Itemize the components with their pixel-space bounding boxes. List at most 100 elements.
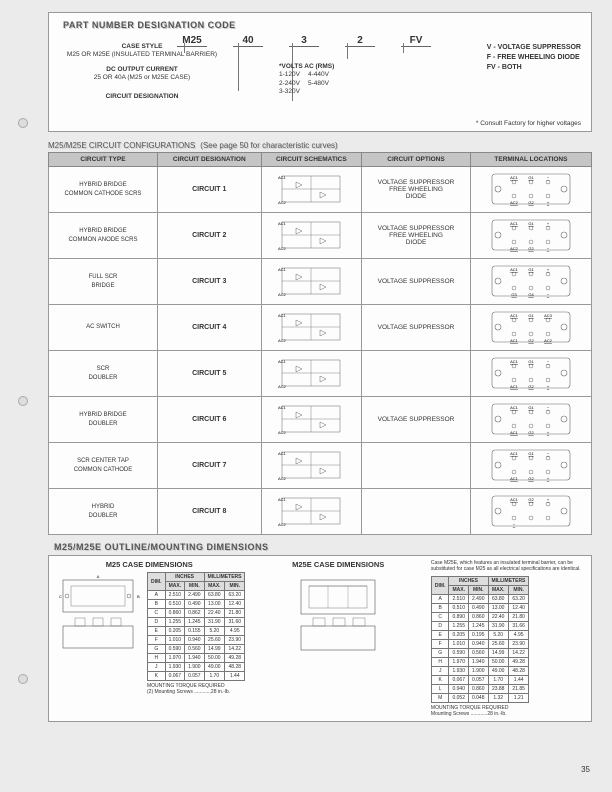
cc-type: HYBRID BRIDGEDOUBLER	[49, 397, 158, 443]
cc-schematic: AC1 AC2	[261, 259, 362, 305]
cc-type: HYBRID BRIDGECOMMON ANODE SCRS	[49, 213, 158, 259]
cc-options	[362, 351, 471, 397]
dim-cell: 1.245	[468, 622, 488, 631]
dim-cell: 50.00	[204, 654, 224, 663]
svg-text:AC1: AC1	[278, 359, 287, 364]
cc-options	[362, 489, 471, 535]
dim-cell: G	[148, 645, 166, 654]
cc-options: VOLTAGE SUPPRESSORFREE WHEELINGDIODE	[362, 167, 471, 213]
svg-text:AC2: AC2	[510, 246, 519, 251]
dim-cell: 1.255	[449, 622, 469, 631]
cc-title: M25/M25E CIRCUIT CONFIGURATIONS	[48, 141, 195, 150]
dim-cell: F	[148, 636, 166, 645]
cc-row: SCRDOUBLER CIRCUIT 5 AC1 AC2 AC1 G1 − AC…	[49, 351, 592, 397]
dim-cell: 0.590	[165, 645, 185, 654]
svg-text:AC1: AC1	[278, 497, 287, 502]
cc-row: HYBRIDDOUBLER CIRCUIT 8 AC1 AC2 AC1 G2 +…	[49, 489, 592, 535]
cc-terminal: AC1 G2 + −	[470, 489, 591, 535]
cc-schematic: AC1 AC2	[261, 489, 362, 535]
dim-cell: 1.44	[508, 676, 528, 685]
dim-cell: 0.057	[185, 672, 205, 681]
cc-options: VOLTAGE SUPPRESSOR	[362, 259, 471, 305]
m25-col: M25 CASE DIMENSIONS A	[53, 560, 245, 717]
volts-3: 3-320V	[279, 88, 300, 96]
pnc-right-labels: V - VOLTAGE SUPPRESSOR F - FREE WHEELING…	[487, 43, 581, 72]
outline-box: M25 CASE DIMENSIONS A	[48, 555, 592, 722]
svg-text:G2: G2	[528, 497, 534, 502]
dim-cell: 1.255	[165, 618, 185, 627]
cc-row: HYBRID BRIDGECOMMON CATHODE SCRS CIRCUIT…	[49, 167, 592, 213]
dim-cell: 13.00	[488, 604, 508, 613]
dim-cell: 1.32	[488, 694, 508, 703]
dim-cell: 48.28	[225, 663, 245, 672]
m25e-title: M25E CASE DIMENSIONS	[251, 560, 424, 569]
svg-text:G2: G2	[528, 338, 534, 343]
svg-text:G2: G2	[528, 476, 534, 481]
dim-cell: 49.00	[204, 663, 224, 672]
volts-5: 5-480V	[308, 80, 329, 88]
case-style-label: CASE STYLE	[57, 43, 227, 51]
dim-cell: 48.28	[508, 667, 528, 676]
svg-text:AC2: AC2	[278, 430, 287, 435]
svg-text:G4: G4	[528, 292, 534, 297]
dim-cell: 12.40	[225, 600, 245, 609]
svg-text:G1: G1	[528, 175, 534, 180]
svg-text:AC1: AC1	[278, 175, 287, 180]
pnc-note: * Consult Factory for higher voltages	[476, 120, 581, 127]
dim-cell: 49.28	[508, 658, 528, 667]
volts-4: 4-440V	[308, 71, 329, 79]
case-style-sub: M25 OR M25E (INSULATED TERMINAL BARRIER)	[57, 51, 227, 59]
svg-text:AC1: AC1	[510, 476, 519, 481]
svg-text:−: −	[547, 405, 550, 410]
cc-header: TERMINAL LOCATIONS	[470, 153, 591, 167]
page-number: 35	[581, 765, 590, 774]
dim-cell: L	[431, 685, 449, 694]
cc-options: VOLTAGE SUPPRESSOR	[362, 305, 471, 351]
pnc-mid-labels: *VOLTS AC (RMS) 1-120V 2-240V 3-320V 4-4…	[279, 63, 334, 97]
svg-text:AC1: AC1	[510, 267, 519, 272]
dim-cell: 23.88	[488, 685, 508, 694]
svg-text:AC1: AC1	[278, 221, 287, 226]
svg-text:AC2: AC2	[278, 338, 287, 343]
dim-cell: 2.510	[165, 591, 185, 600]
svg-text:AC2: AC2	[510, 200, 519, 205]
dim-cell: 0.490	[468, 604, 488, 613]
dim-cell: 1.930	[449, 667, 469, 676]
svg-text:−: −	[547, 451, 550, 456]
cc-row: AC SWITCH CIRCUIT 4 AC1 AC2 VOLTAGE SUPP…	[49, 305, 592, 351]
cc-schematic: AC1 AC2	[261, 351, 362, 397]
cc-options	[362, 443, 471, 489]
svg-text:AC2: AC2	[278, 200, 287, 205]
svg-text:−: −	[547, 175, 550, 180]
cc-type: HYBRID BRIDGECOMMON CATHODE SCRS	[49, 167, 158, 213]
dim-cell: 0.195	[468, 631, 488, 640]
cc-row: SCR CENTER TAPCOMMON CATHODE CIRCUIT 7 A…	[49, 443, 592, 489]
dim-cell: 0.510	[449, 604, 469, 613]
dim-cell: 21.85	[508, 685, 528, 694]
dim-cell: 63.20	[508, 595, 528, 604]
dim-cell: 0.940	[468, 640, 488, 649]
svg-text:AC2: AC2	[278, 476, 287, 481]
dim-cell: 13.00	[204, 600, 224, 609]
cc-header: CIRCUIT TYPE	[49, 153, 158, 167]
volts-1: 1-120V	[279, 71, 300, 79]
dim-cell: B	[431, 604, 449, 613]
svg-text:AC1: AC1	[510, 384, 519, 389]
cc-row: FULL SCRBRIDGE CIRCUIT 3 AC1 AC2 VOLTAGE…	[49, 259, 592, 305]
dim-cell: 25.60	[488, 640, 508, 649]
cc-type: SCRDOUBLER	[49, 351, 158, 397]
m25e-col: M25E CASE DIMENSIONS	[251, 560, 424, 717]
dim-cell: 1.70	[204, 672, 224, 681]
svg-text:G2: G2	[528, 430, 534, 435]
svg-text:G2: G2	[528, 200, 534, 205]
dim-cell: 0.860	[165, 609, 185, 618]
svg-text:AC2: AC2	[278, 384, 287, 389]
svg-text:G1: G1	[528, 313, 534, 318]
svg-text:AC1: AC1	[278, 451, 287, 456]
dim-cell: 0.067	[165, 672, 185, 681]
dim-cell: 22.40	[204, 609, 224, 618]
cc-terminal: AC1 G1 − AC1 G2 +	[470, 443, 591, 489]
m25e-drawing	[293, 572, 383, 662]
dim-cell: 1.70	[488, 676, 508, 685]
svg-text:G2: G2	[528, 246, 534, 251]
